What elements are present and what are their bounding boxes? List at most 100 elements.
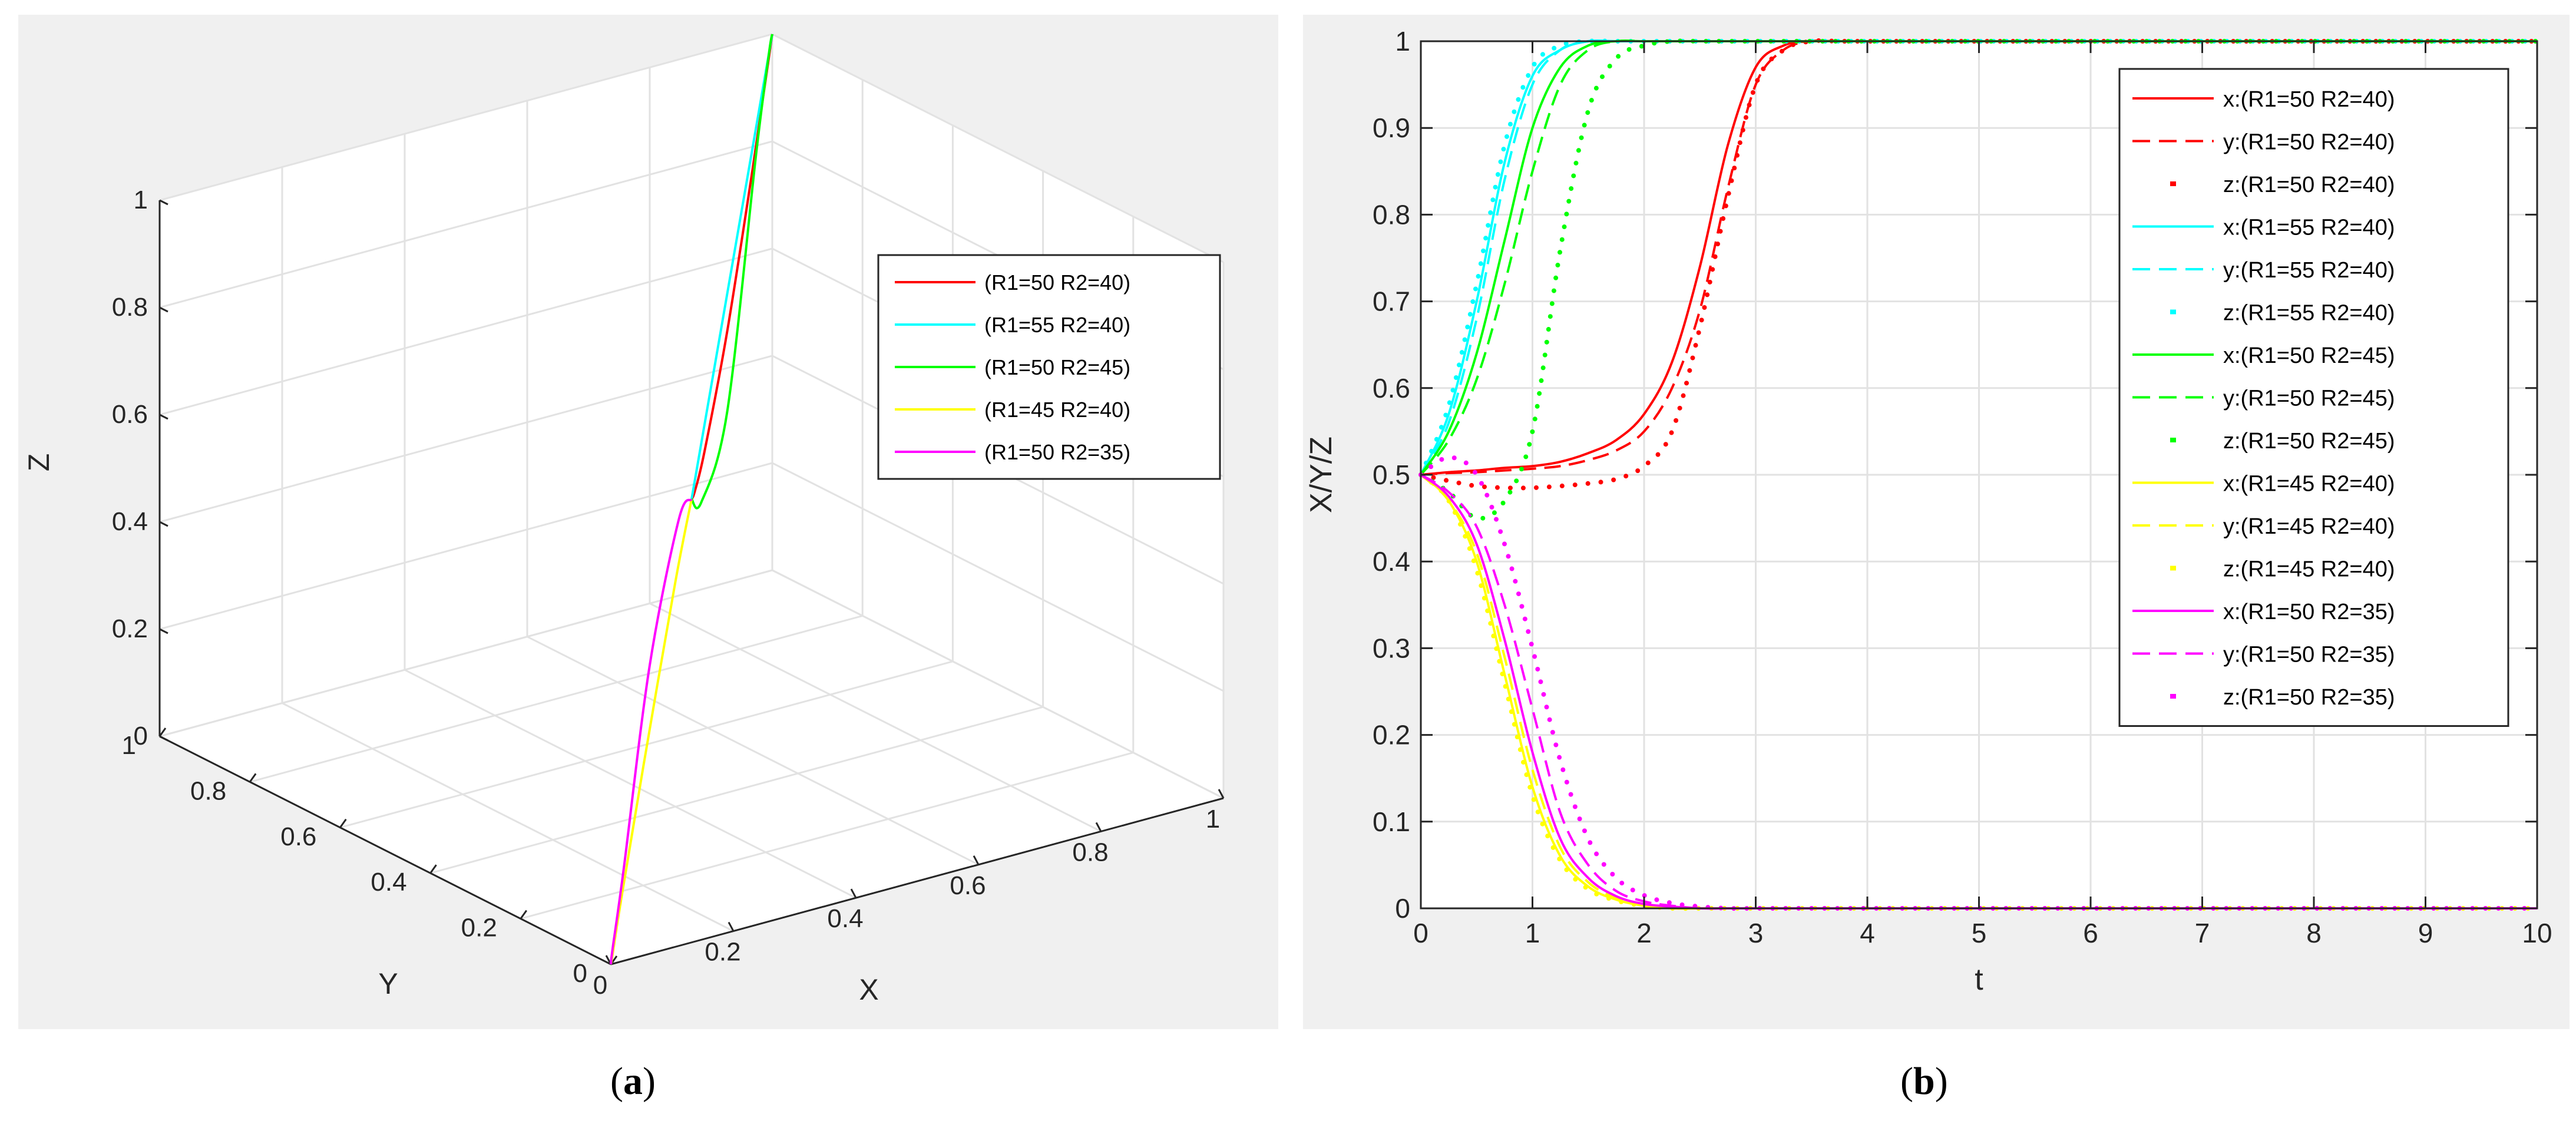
z-tick <box>159 628 168 634</box>
y-tick-label: 0.8 <box>190 776 226 805</box>
grid-line <box>159 140 773 309</box>
y-tick-label: 1 <box>1395 26 1410 57</box>
y-axis-line <box>159 735 611 965</box>
legend-entry: x:(R1=50 R2=40) <box>2223 87 2395 112</box>
grid-line <box>159 462 773 630</box>
z-tick-label: 0.8 <box>112 293 148 322</box>
caption-b-letter: b <box>1913 1060 1935 1103</box>
y-tick-label: 0.4 <box>371 868 406 897</box>
legend-entry: (R1=55 R2=40) <box>984 313 1130 337</box>
z-tick <box>159 199 168 206</box>
legend-entry: z:(R1=50 R2=35) <box>2223 685 2395 710</box>
y-tick-label: 0.2 <box>1373 720 1410 750</box>
caption-b: (b) <box>1900 1060 1948 1103</box>
floor-pane <box>160 570 1223 964</box>
legend-entry: x:(R1=55 R2=40) <box>2223 216 2395 240</box>
x-tick-label: 0.6 <box>950 871 986 900</box>
x-tick <box>973 855 980 865</box>
caption-a-letter: a <box>623 1060 643 1103</box>
grid-line <box>159 33 773 201</box>
chart-a-3d: 0000.20.20.20.40.40.40.60.60.60.80.80.81… <box>22 33 1225 1006</box>
y-tick-label: 0.3 <box>1373 633 1410 663</box>
y-tick-label: 0.6 <box>280 822 316 851</box>
y-tick <box>339 818 347 828</box>
z-tick-label: 1 <box>134 186 148 214</box>
z-tick-label: 0 <box>134 722 148 750</box>
x-tick-label: 8 <box>2306 918 2322 948</box>
x-axis-line <box>610 797 1224 965</box>
series-line-r1-50-r2-35 <box>610 498 693 965</box>
x-tick <box>728 921 735 932</box>
y-tick-label: 1 <box>122 731 136 760</box>
back-wall-y <box>160 34 772 736</box>
z-tick <box>159 306 168 313</box>
y-tick <box>158 727 167 737</box>
caption-a: (a) <box>610 1060 656 1103</box>
x-tick-label: 3 <box>1748 918 1764 948</box>
y-tick-label: 0.7 <box>1373 286 1410 317</box>
legend-entry: y:(R1=55 R2=40) <box>2223 258 2395 283</box>
legend-entry: (R1=50 R2=40) <box>984 270 1130 295</box>
legend-entry: z:(R1=45 R2=40) <box>2223 557 2395 582</box>
grid-line <box>527 636 979 866</box>
x-tick-label: 7 <box>2195 918 2210 948</box>
grid-line <box>430 706 1043 874</box>
y-tick-label: 0.1 <box>1373 806 1410 837</box>
y-axis-label: Y <box>378 967 398 1000</box>
legend-entry: y:(R1=50 R2=45) <box>2223 386 2395 411</box>
y-tick-label: 0.6 <box>1373 373 1410 404</box>
x-tick <box>1218 789 1225 799</box>
legend-entry: (R1=50 R2=45) <box>984 355 1130 379</box>
z-axis-label: Z <box>22 454 55 472</box>
z-tick-label: 0.2 <box>112 614 148 643</box>
x-tick-label: 0 <box>593 971 607 1000</box>
y-tick-label: 0.2 <box>461 914 497 943</box>
x-tick-label: 0 <box>1413 918 1428 948</box>
x-tick <box>850 888 857 898</box>
grid-line <box>649 603 1102 832</box>
z-tick-label: 0.6 <box>112 400 148 429</box>
y-tick-label: 0.5 <box>1373 459 1410 490</box>
legend-entry: x:(R1=50 R2=35) <box>2223 600 2395 624</box>
legend-entry: z:(R1=50 R2=45) <box>2223 429 2395 454</box>
y-tick-label: 0 <box>573 959 587 988</box>
x-tick-label: 10 <box>2522 918 2552 948</box>
y-tick-label: 0.4 <box>1373 546 1410 577</box>
y-tick <box>429 864 437 874</box>
grid-line <box>772 33 1224 263</box>
z-tick <box>159 735 168 742</box>
z-tick <box>159 521 168 527</box>
legend-entry: (R1=45 R2=40) <box>984 398 1130 422</box>
legend-entry: y:(R1=50 R2=40) <box>2223 130 2395 155</box>
x-tick-label: 5 <box>1972 918 1987 948</box>
legend-box <box>2118 68 2509 727</box>
z-tick-label: 0.4 <box>112 507 148 536</box>
legend-entry: y:(R1=45 R2=40) <box>2223 514 2395 539</box>
x-tick-label: 0.4 <box>827 904 863 933</box>
legend-entry: y:(R1=50 R2=35) <box>2223 643 2395 667</box>
y-tick-label: 0.8 <box>1373 199 1410 230</box>
x-tick-label: 6 <box>2083 918 2098 948</box>
y-axis-label: X/Y/Z <box>1304 436 1338 513</box>
x-tick-label: 1 <box>1525 918 1540 948</box>
y-tick-label: 0 <box>1395 893 1410 924</box>
y-tick <box>520 910 528 920</box>
x-tick-label: 9 <box>2418 918 2433 948</box>
x-tick-label: 4 <box>1860 918 1875 948</box>
series-line-r1-50-r2-45 <box>690 34 773 510</box>
grid-line <box>772 569 1224 799</box>
y-tick-label: 0.9 <box>1373 113 1410 143</box>
chart-b-line: 0 1 2 3 4 5 6 7 8 9 10 0 0.1 0.2 0.3 0.4 0.5 0.6 0.7 0.8 0.9… <box>1304 26 2552 997</box>
z-tick <box>159 414 168 420</box>
x-tick-label: 1 <box>1206 805 1220 834</box>
x-axis-label: X <box>859 973 878 1006</box>
legend-entry: z:(R1=50 R2=40) <box>2223 173 2395 197</box>
grid-line <box>159 355 773 523</box>
grid-line <box>404 669 857 899</box>
grid-line <box>772 462 1224 692</box>
grid-line <box>249 614 863 783</box>
x-tick-label: 2 <box>1636 918 1652 948</box>
grid-line <box>159 247 773 416</box>
legend-entry: x:(R1=50 R2=45) <box>2223 343 2395 368</box>
grid-line <box>159 569 773 738</box>
